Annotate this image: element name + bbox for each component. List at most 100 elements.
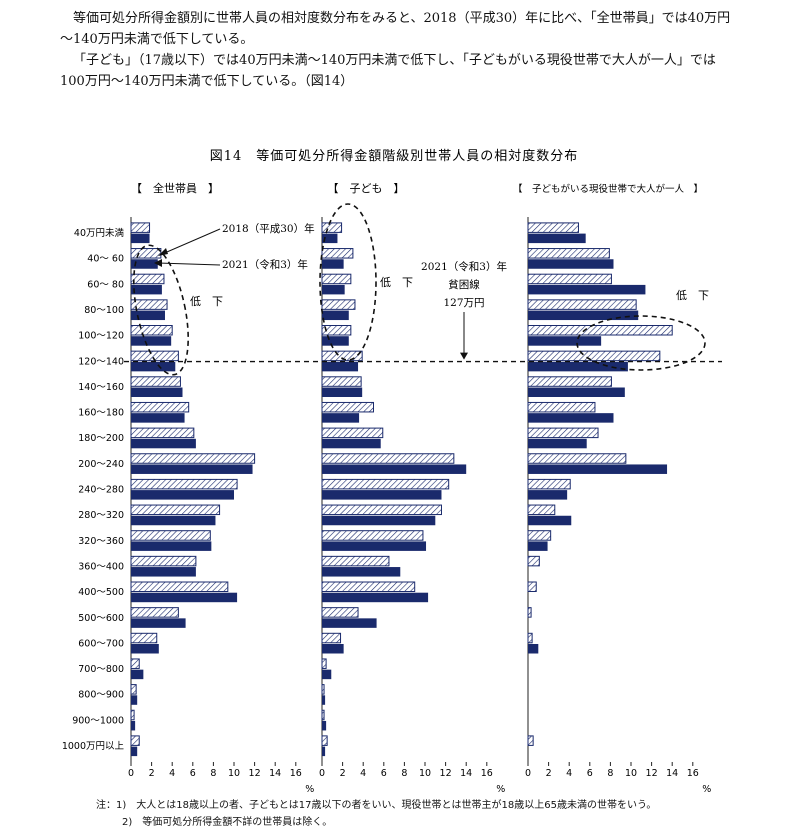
bar-2018 bbox=[527, 453, 627, 464]
legend-2018-label: 2018（平成30）年 bbox=[222, 222, 315, 235]
poverty-line-name: 貧困線 bbox=[448, 278, 480, 291]
bar-2018 bbox=[527, 427, 599, 439]
legend-2018-pointer bbox=[159, 228, 221, 256]
bar-2021 bbox=[528, 387, 625, 397]
bar-2018 bbox=[321, 504, 442, 516]
x-tick-label: 2 bbox=[546, 768, 552, 779]
x-tick-label: 16 bbox=[481, 768, 493, 779]
bar-2021 bbox=[131, 233, 150, 244]
bar-2018 bbox=[321, 273, 352, 285]
bar-2018 bbox=[527, 530, 552, 541]
x-tick-label: 14 bbox=[666, 768, 678, 779]
note-1: 注：1) 大人とは18歳以上の者、子どもとは17歳以下の者をいい、現役世帯とは世… bbox=[96, 800, 657, 811]
bar-2018 bbox=[130, 222, 151, 233]
category-label: 60～ 80 bbox=[87, 279, 124, 290]
category-label: 40万円未満 bbox=[74, 227, 125, 239]
bar-2021 bbox=[528, 284, 646, 295]
bar-2018 bbox=[130, 325, 173, 336]
bar-2018 bbox=[130, 478, 238, 490]
x-tick-label: 4 bbox=[169, 768, 175, 779]
panel-title: 【 子ども 】 bbox=[328, 182, 405, 195]
bar-2021 bbox=[322, 310, 349, 321]
intro-paragraph-1: 等価可処分所得金額別に世帯人員の相対度数分布をみると、2018（平成30）年に比… bbox=[60, 11, 731, 47]
bar-2021 bbox=[528, 233, 586, 244]
x-tick-label: 2 bbox=[149, 768, 155, 779]
bar-2021 bbox=[322, 669, 332, 680]
bar-2018 bbox=[527, 299, 637, 310]
bar-2018 bbox=[527, 273, 612, 285]
note-2: 2) 等価可処分所得金額不詳の世帯員は除く。 bbox=[122, 817, 333, 828]
bar-2021 bbox=[528, 644, 539, 654]
bar-2021 bbox=[322, 387, 363, 397]
x-tick-label: 4 bbox=[566, 768, 572, 779]
x-tick-label: 8 bbox=[607, 768, 613, 779]
bar-2021 bbox=[528, 336, 602, 346]
x-tick-label: 10 bbox=[419, 768, 431, 779]
bar-2021 bbox=[528, 490, 568, 500]
bar-2021 bbox=[131, 361, 176, 372]
bar-2018 bbox=[321, 555, 390, 567]
category-label: 500～600 bbox=[78, 613, 124, 624]
x-tick-label: 10 bbox=[625, 768, 637, 779]
category-label: 900～1000 bbox=[72, 715, 124, 726]
bar-2021 bbox=[131, 746, 138, 757]
legend-2021-label: 2021（令和3）年 bbox=[222, 258, 308, 271]
bar-2021 bbox=[528, 438, 587, 449]
bar-2021 bbox=[528, 515, 572, 526]
category-label: 200～240 bbox=[78, 459, 124, 470]
bar-2021 bbox=[528, 413, 614, 423]
category-label: 360～400 bbox=[78, 561, 124, 572]
bar-2018 bbox=[527, 325, 673, 336]
bar-2018 bbox=[130, 684, 137, 695]
x-tick-label: 6 bbox=[381, 768, 387, 779]
decline-annotation-2: 低 下 bbox=[380, 276, 413, 289]
decline-annotation-3: 低 下 bbox=[676, 289, 709, 302]
bar-2018 bbox=[321, 248, 354, 259]
bar-2018 bbox=[321, 325, 352, 336]
bar-2021 bbox=[322, 592, 429, 603]
bar-2021 bbox=[131, 438, 196, 449]
bar-2021 bbox=[322, 746, 326, 757]
bar-2018 bbox=[130, 709, 135, 721]
poverty-line-arrowhead bbox=[460, 352, 468, 360]
category-label: 40～ 60 bbox=[87, 254, 124, 265]
bar-2021 bbox=[322, 695, 326, 705]
category-label: 280～320 bbox=[78, 510, 124, 521]
bar-2021 bbox=[322, 336, 349, 346]
bar-2021 bbox=[131, 567, 196, 577]
x-tick-label: 8 bbox=[210, 768, 216, 779]
bar-2021 bbox=[131, 618, 186, 628]
poverty-line-year: 2021（令和3）年 bbox=[421, 260, 507, 273]
bar-2018 bbox=[527, 248, 610, 259]
bar-2021 bbox=[131, 644, 159, 654]
bar-2018 bbox=[527, 735, 534, 746]
bar-2021 bbox=[322, 361, 359, 372]
bar-2018 bbox=[130, 248, 162, 259]
decline-annotation-1: 低 下 bbox=[190, 295, 223, 308]
x-unit-label: % bbox=[305, 784, 314, 795]
x-tick-label: 8 bbox=[401, 768, 407, 779]
bar-2021 bbox=[322, 644, 344, 654]
category-label: 80～100 bbox=[84, 305, 124, 316]
bar-2021 bbox=[131, 541, 212, 551]
x-tick-label: 12 bbox=[249, 768, 261, 779]
bar-2021 bbox=[131, 413, 185, 423]
bar-2018 bbox=[130, 658, 140, 669]
category-label: 120～140 bbox=[78, 356, 124, 367]
bar-2018 bbox=[321, 299, 356, 310]
decline-ellipse-2 bbox=[319, 203, 377, 361]
bar-2021 bbox=[528, 541, 548, 551]
bar-2021 bbox=[528, 464, 668, 474]
x-tick-label: 16 bbox=[290, 768, 302, 779]
bar-2018 bbox=[130, 504, 221, 516]
bar-2018 bbox=[321, 607, 359, 618]
bar-2021 bbox=[528, 361, 628, 372]
bar-2021 bbox=[131, 310, 165, 321]
bar-2018 bbox=[321, 478, 450, 490]
bar-2021 bbox=[322, 567, 401, 577]
bar-2018 bbox=[130, 299, 168, 310]
bar-2021 bbox=[131, 284, 162, 295]
category-label: 160～180 bbox=[78, 408, 124, 419]
